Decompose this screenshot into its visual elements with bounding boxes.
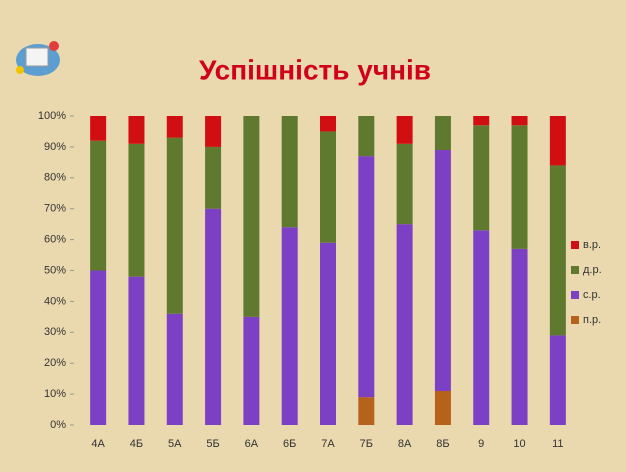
y-tick-label: 60% bbox=[44, 234, 66, 246]
x-tick-label: 7А bbox=[321, 438, 335, 450]
legend-swatch bbox=[571, 316, 579, 324]
x-tick-label: 9 bbox=[478, 438, 484, 450]
bar-segment bbox=[550, 165, 566, 335]
y-tick-label: 100% bbox=[38, 110, 66, 122]
bar-segment bbox=[358, 397, 374, 425]
bar-segment bbox=[320, 116, 336, 131]
legend-swatch bbox=[571, 266, 579, 274]
bar-segment bbox=[90, 116, 106, 141]
bar-segment bbox=[128, 116, 144, 144]
legend-label: в.р. bbox=[583, 239, 601, 251]
x-tick-label: 8А bbox=[398, 438, 412, 450]
bar-segment bbox=[397, 116, 413, 144]
y-tick-label: 90% bbox=[44, 141, 66, 153]
y-tick-label: 10% bbox=[44, 388, 66, 400]
logo bbox=[16, 41, 60, 76]
bar-segment bbox=[473, 125, 489, 230]
y-tick-label: 30% bbox=[44, 326, 66, 338]
bar-segment bbox=[358, 156, 374, 397]
legend-label: п.р. bbox=[583, 314, 601, 326]
x-tick-label: 8Б bbox=[436, 438, 449, 450]
bar-segment bbox=[397, 144, 413, 224]
y-tick-label: 0% bbox=[50, 419, 66, 431]
bar-segment bbox=[90, 141, 106, 271]
bar-segment bbox=[512, 116, 528, 125]
x-tick-label: 10 bbox=[513, 438, 525, 450]
x-tick-label: 5А bbox=[168, 438, 182, 450]
y-tick-label: 40% bbox=[44, 295, 66, 307]
bar-segment bbox=[435, 150, 451, 391]
bar-segment bbox=[205, 116, 221, 147]
bar-segment bbox=[128, 144, 144, 277]
x-tick-label: 4А bbox=[91, 438, 105, 450]
x-tick-label: 11 bbox=[552, 438, 563, 450]
bar-segment bbox=[435, 116, 451, 150]
bar-segment bbox=[282, 116, 298, 227]
x-tick-label: 5Б bbox=[206, 438, 219, 450]
bar-segment bbox=[128, 277, 144, 425]
bar-segment bbox=[320, 131, 336, 242]
bar-segment bbox=[243, 116, 259, 317]
bar-segment bbox=[435, 391, 451, 425]
chart-title: Успішність учнів bbox=[199, 54, 431, 85]
bar-segment bbox=[473, 230, 489, 425]
legend-swatch bbox=[571, 291, 579, 299]
bar-segment bbox=[550, 335, 566, 425]
x-tick-label: 6Б bbox=[283, 438, 296, 450]
legend-swatch bbox=[571, 241, 579, 249]
bar-segment bbox=[512, 249, 528, 425]
chart: Успішність учнів 0% 10% 20% 30% 40% 50% 60% 70%… bbox=[0, 0, 626, 472]
bar-segment bbox=[550, 116, 566, 165]
bar-segment bbox=[90, 271, 106, 426]
y-tick-label: 50% bbox=[44, 264, 66, 276]
bar-segment bbox=[167, 314, 183, 425]
bar-segment bbox=[205, 209, 221, 425]
legend-label: д.р. bbox=[583, 264, 602, 276]
y-tick-label: 20% bbox=[44, 357, 66, 369]
bar-segment bbox=[205, 147, 221, 209]
bar-segment bbox=[320, 243, 336, 425]
y-tick-label: 80% bbox=[44, 172, 66, 184]
y-tick-label: 70% bbox=[44, 203, 66, 215]
bar-segment bbox=[512, 125, 528, 249]
bar-segment bbox=[282, 227, 298, 425]
x-tick-label: 4Б bbox=[130, 438, 143, 450]
bar-segment bbox=[473, 116, 489, 125]
x-tick-label: 7Б bbox=[360, 438, 373, 450]
bar-segment bbox=[167, 116, 183, 138]
bar-segment bbox=[397, 224, 413, 425]
x-tick-label: 6А bbox=[245, 438, 259, 450]
bar-segment bbox=[358, 116, 374, 156]
bar-segment bbox=[167, 138, 183, 314]
legend-label: с.р. bbox=[583, 289, 601, 301]
bar-segment bbox=[243, 317, 259, 425]
